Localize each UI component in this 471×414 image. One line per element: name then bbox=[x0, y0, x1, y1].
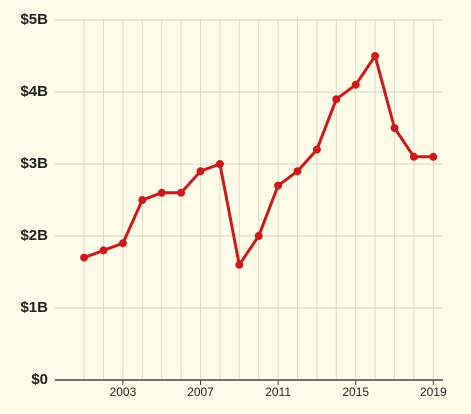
y-tick-label: $2B bbox=[20, 227, 48, 244]
y-tick-label: $5B bbox=[20, 11, 48, 28]
data-point bbox=[196, 167, 205, 176]
data-point bbox=[293, 167, 302, 176]
data-point bbox=[429, 152, 438, 161]
y-tick-label: $4B bbox=[20, 83, 48, 100]
y-tick-label: $1B bbox=[20, 299, 48, 316]
x-tick-label: 2015 bbox=[342, 385, 369, 399]
x-tick-label: 2007 bbox=[187, 385, 214, 399]
data-point bbox=[157, 188, 166, 197]
data-point bbox=[254, 232, 263, 240]
data-point bbox=[351, 80, 360, 89]
y-tick-label: $0 bbox=[31, 371, 48, 388]
data-point bbox=[332, 95, 341, 104]
x-tick-label: 2019 bbox=[420, 385, 447, 399]
data-point bbox=[138, 196, 147, 204]
x-tick-label: 2003 bbox=[110, 385, 137, 399]
x-tick-label: 2011 bbox=[265, 385, 291, 399]
data-point bbox=[80, 253, 89, 262]
data-point bbox=[118, 239, 127, 248]
data-point bbox=[235, 260, 244, 269]
data-point bbox=[274, 181, 283, 190]
data-point bbox=[312, 145, 321, 154]
data-point bbox=[409, 152, 418, 161]
y-tick-label: $3B bbox=[20, 155, 48, 172]
data-point bbox=[390, 124, 399, 132]
data-point bbox=[99, 246, 108, 255]
data-point bbox=[215, 160, 224, 168]
data-point bbox=[371, 52, 380, 60]
data-point bbox=[177, 188, 186, 197]
